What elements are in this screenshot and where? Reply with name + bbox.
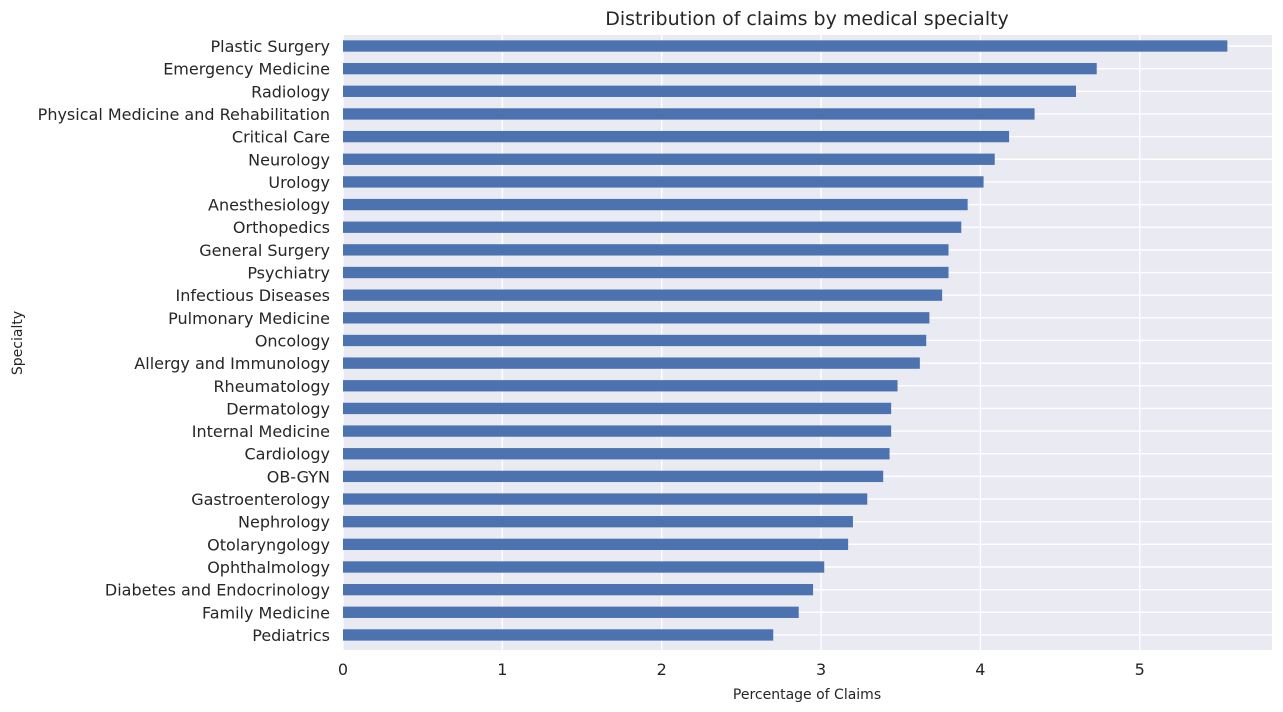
bar: [343, 583, 814, 596]
bar: [343, 606, 799, 618]
chart-title: Distribution of claims by medical specia…: [605, 8, 1009, 30]
bars: [343, 40, 1228, 641]
y-tick-label: Cardiology: [244, 445, 330, 464]
bar: [343, 334, 927, 347]
y-tick-label: Otolaryngology: [207, 535, 330, 554]
bar: [343, 402, 892, 415]
y-tick-label: Radiology: [251, 82, 330, 101]
bar: [343, 380, 898, 392]
y-tick-label: Orthopedics: [233, 218, 330, 237]
y-tick-label: Internal Medicine: [192, 422, 330, 441]
bar: [343, 493, 868, 505]
bar: [343, 357, 920, 369]
y-tick-label: Anesthesiology: [208, 196, 330, 215]
bar: [343, 62, 1097, 75]
bar: [343, 176, 984, 188]
y-tick-label: Rheumatology: [213, 377, 330, 396]
y-tick-labels: Plastic Surgery Emergency Medicine Radiolo…: [38, 37, 330, 645]
bar: [343, 312, 930, 324]
bar: [343, 448, 890, 460]
bar: [343, 266, 949, 279]
x-tick-label: 1: [497, 660, 507, 679]
bar: [343, 130, 1010, 143]
x-tick-labels: 0 1 2 3 4 5: [338, 660, 1145, 679]
y-tick-label: Family Medicine: [202, 603, 330, 622]
bar: [343, 629, 774, 641]
bar: [343, 221, 962, 233]
y-tick-label: Physical Medicine and Rehabilitation: [38, 105, 330, 124]
y-tick-label: Urology: [268, 173, 330, 192]
y-tick-label: Neurology: [248, 150, 330, 169]
bar: [343, 40, 1228, 52]
bar: [343, 153, 995, 165]
x-tick-label: 3: [816, 660, 826, 679]
y-tick-label: Infectious Diseases: [176, 286, 330, 305]
y-tick-label: Pulmonary Medicine: [168, 309, 330, 328]
y-tick-label: Nephrology: [238, 513, 330, 532]
y-tick-label: Pediatrics: [252, 626, 330, 645]
bar: [343, 289, 943, 301]
y-tick-label: Emergency Medicine: [163, 60, 330, 79]
y-tick-label: Plastic Surgery: [211, 37, 330, 56]
bar: [343, 425, 892, 437]
y-tick-label: OB-GYN: [267, 467, 330, 486]
bar: [343, 516, 853, 528]
x-tick-label: 0: [338, 660, 348, 679]
x-axis-label: Percentage of Claims: [733, 687, 881, 703]
bar: [343, 470, 884, 483]
y-tick-label: Oncology: [255, 331, 330, 350]
y-tick-label: Dermatology: [226, 399, 330, 418]
bar: [343, 108, 1035, 120]
y-tick-label: Allergy and Immunology: [134, 354, 330, 373]
y-tick-label: Psychiatry: [247, 264, 330, 283]
y-tick-label: Gastroenterology: [191, 490, 330, 509]
x-tick-label: 4: [975, 660, 985, 679]
bar: [343, 561, 825, 573]
bar: [343, 198, 968, 211]
bar: [343, 244, 949, 256]
bar: [343, 85, 1077, 97]
y-axis-label: Specialty: [10, 311, 26, 375]
y-tick-label: Critical Care: [232, 128, 330, 147]
y-tick-label: Ophthalmology: [207, 558, 330, 577]
y-tick-label: General Surgery: [199, 241, 330, 260]
x-tick-label: 5: [1135, 660, 1145, 679]
y-tick-label: Diabetes and Endocrinology: [105, 581, 330, 600]
x-tick-label: 2: [657, 660, 667, 679]
bar: [343, 538, 849, 551]
